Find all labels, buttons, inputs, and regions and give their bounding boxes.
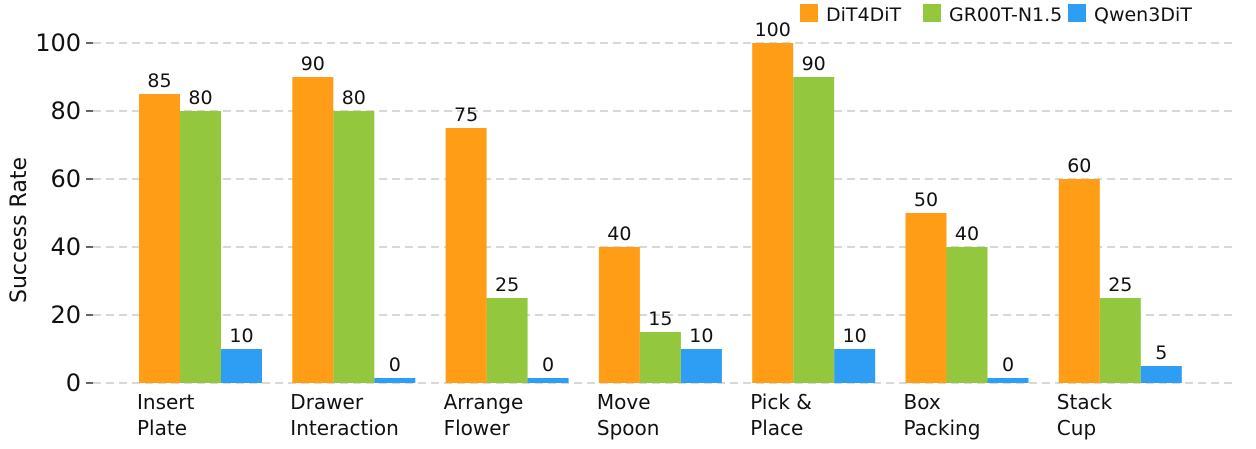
bar — [1099, 298, 1141, 383]
x-tick-label: Pick & Place — [750, 390, 812, 440]
bar — [905, 213, 947, 383]
x-tick-label: Drawer Interaction — [290, 390, 399, 440]
x-tick-label-line: Box — [904, 390, 941, 414]
x-tick-label-line: Arrange — [444, 390, 524, 414]
data-label: 100 — [755, 19, 791, 41]
data-label: 25 — [495, 274, 519, 296]
x-tick-label-line: Plate — [137, 416, 187, 440]
y-axis-title: Success Rate — [7, 157, 32, 303]
x-tick-label-line: Insert — [137, 390, 195, 414]
legend-swatch — [1068, 4, 1086, 22]
x-tick-label: Stack Cup — [1057, 390, 1113, 440]
x-tick-label-line: Pick & — [750, 390, 812, 414]
data-label: 75 — [454, 104, 478, 126]
bar — [1140, 366, 1182, 383]
y-axis: 0 20 40 60 80 100 — [35, 29, 93, 397]
bar — [221, 349, 262, 383]
x-tick-label-line: Place — [750, 416, 803, 440]
bar — [946, 247, 988, 383]
data-label: 5 — [1155, 342, 1167, 364]
y-tick-label: 20 — [50, 301, 81, 329]
y-tick-label: 0 — [66, 369, 81, 397]
data-label: 90 — [301, 53, 325, 75]
data-label: 40 — [607, 223, 631, 245]
x-tick-label: Insert Plate — [137, 390, 195, 440]
bar — [292, 77, 334, 383]
data-label: 85 — [147, 70, 171, 92]
legend-label: DiT4DiT — [826, 4, 902, 26]
data-label: 0 — [1002, 354, 1014, 376]
bar — [374, 378, 416, 383]
bar — [598, 247, 640, 383]
x-tick-label-line: Interaction — [290, 416, 399, 440]
bar — [1058, 179, 1100, 383]
x-tick-label-line: Stack — [1057, 390, 1113, 414]
bar — [139, 94, 180, 383]
x-tick-label-line: Move — [597, 390, 651, 414]
legend-label: Qwen3DiT — [1094, 4, 1192, 26]
x-axis: Insert Plate Drawer Interaction Arrange Flowe… — [137, 390, 1113, 440]
x-tick-label-line: Packing — [904, 416, 981, 440]
bar — [639, 332, 681, 383]
x-tick-label-line: Spoon — [597, 416, 660, 440]
bar — [333, 111, 375, 383]
x-tick-label: Move Spoon — [597, 390, 660, 440]
x-tick-label-line: Flower — [444, 416, 511, 440]
data-label: 0 — [389, 354, 401, 376]
y-tick-label: 40 — [50, 233, 81, 261]
legend: DiT4DiT GR00T-N1.5 Qwen3DiT — [800, 4, 1192, 26]
bars — [139, 43, 1182, 383]
data-labels: 85 80 10 90 80 0 75 25 0 40 15 10 100 90 10 50 40 0 60 25 5 — [147, 19, 1167, 376]
bar — [987, 378, 1029, 383]
bar — [486, 298, 528, 383]
data-label: 80 — [342, 87, 366, 109]
gridlines — [93, 42, 1236, 384]
x-tick-label: Box Packing — [904, 390, 981, 440]
data-label: 60 — [1067, 155, 1091, 177]
x-tick-label-line: Cup — [1057, 416, 1096, 440]
bar — [793, 77, 835, 383]
bar — [752, 43, 794, 383]
bar — [680, 349, 722, 383]
data-label: 50 — [914, 189, 938, 211]
data-label: 0 — [542, 354, 554, 376]
data-label: 10 — [689, 325, 713, 347]
data-label: 40 — [955, 223, 979, 245]
x-tick-label-line: Drawer — [290, 390, 364, 414]
data-label: 80 — [188, 87, 212, 109]
y-tick-label: 80 — [50, 97, 81, 125]
legend-swatch — [800, 4, 818, 22]
x-tick-label: Arrange Flower — [444, 390, 524, 440]
data-label: 15 — [648, 308, 672, 330]
data-label: 10 — [229, 325, 253, 347]
legend-swatch — [923, 4, 941, 22]
data-label: 90 — [802, 53, 826, 75]
bar — [834, 349, 876, 383]
data-label: 25 — [1108, 274, 1132, 296]
bar — [445, 128, 487, 383]
y-tick-label: 60 — [50, 165, 81, 193]
bar — [527, 378, 569, 383]
legend-label: GR00T-N1.5 — [949, 4, 1062, 26]
data-label: 10 — [843, 325, 867, 347]
y-tick-label: 100 — [35, 29, 81, 57]
bar — [180, 111, 221, 383]
